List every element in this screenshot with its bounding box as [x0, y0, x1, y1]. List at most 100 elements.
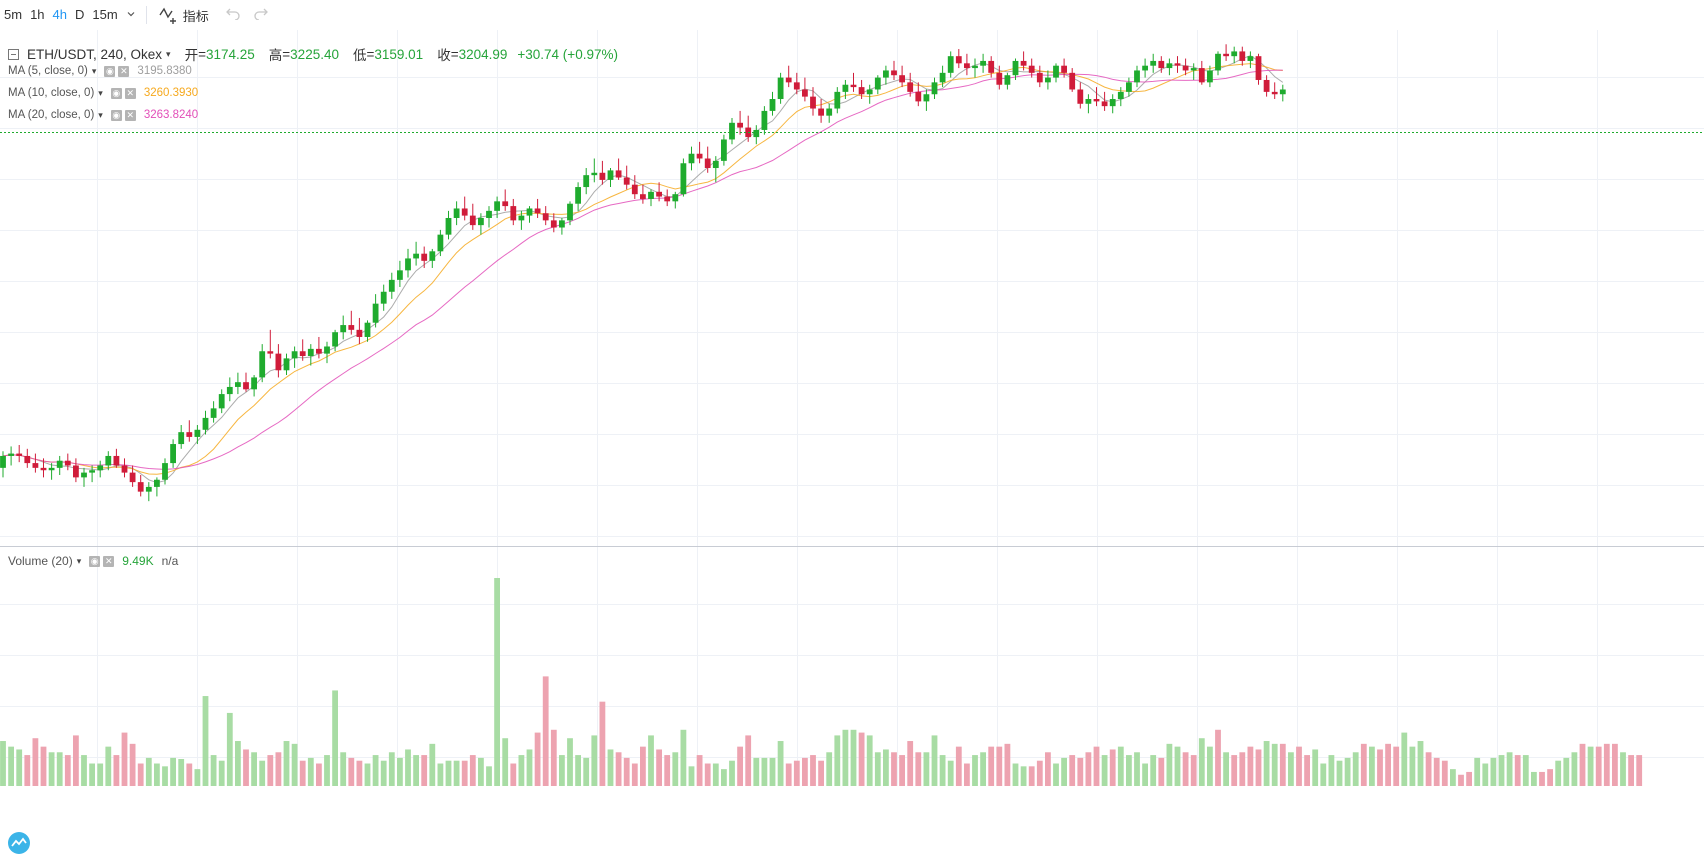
volume-bar	[24, 755, 31, 786]
interval-15m[interactable]: 15m	[92, 7, 118, 22]
candle-body	[737, 122, 743, 128]
indicators-button[interactable]: 指标	[153, 6, 215, 25]
candle-body	[599, 172, 606, 180]
volume-bar	[453, 760, 460, 786]
volume-bar	[1336, 760, 1343, 786]
symbol-label[interactable]: ETH/USDT, 240, Okex	[27, 46, 163, 62]
candle-body	[40, 467, 47, 471]
ma10-label[interactable]: MA (10, close, 0)	[8, 87, 95, 99]
volume-bar	[1352, 752, 1359, 786]
candle-body	[251, 377, 257, 390]
chevron-down-icon[interactable]: ▾	[98, 87, 103, 98]
ma5-label[interactable]: MA (5, close, 0)	[8, 65, 88, 77]
volume-bar	[915, 752, 922, 786]
volume-bar	[162, 766, 168, 786]
volume-bar	[591, 735, 598, 786]
redo-icon[interactable]	[253, 6, 269, 24]
volume-bar	[753, 757, 760, 786]
interval-d[interactable]: D	[75, 7, 85, 22]
candle-body	[1053, 65, 1059, 78]
volume-bar	[1433, 757, 1440, 786]
candle-body	[1166, 63, 1173, 69]
visibility-icon[interactable]: ◉	[110, 87, 122, 99]
candle-body	[1004, 75, 1011, 85]
candle-body	[721, 139, 727, 161]
candle-body	[1239, 51, 1246, 61]
interval-4h[interactable]: 4h	[52, 7, 67, 22]
close-icon[interactable]: ✕	[124, 87, 136, 99]
chevron-down-icon[interactable]: ▾	[91, 65, 97, 76]
candle-body	[526, 208, 533, 216]
low-label: 低	[352, 48, 367, 63]
volume-bar	[1093, 746, 1100, 786]
candle-body	[1182, 65, 1189, 71]
chevron-down-icon[interactable]: ▾	[166, 48, 171, 59]
volume-bar	[1369, 746, 1375, 786]
volume-bar	[461, 760, 468, 786]
candle-body	[688, 153, 695, 164]
close-icon[interactable]: ✕	[118, 65, 130, 77]
chevron-down-icon[interactable]: ▾	[76, 555, 82, 566]
candle-body	[267, 351, 274, 354]
volume-bar	[1482, 763, 1489, 786]
volume-na: n/a	[161, 554, 179, 568]
volume-label[interactable]: Volume (20)	[8, 554, 73, 568]
volume-bar	[445, 760, 452, 786]
candle-body	[1061, 65, 1067, 73]
tradingview-logo-icon[interactable]	[8, 832, 30, 854]
candle-body	[1150, 60, 1157, 66]
interval-5m[interactable]: 5m	[4, 7, 23, 22]
candle-body	[73, 465, 79, 478]
volume-bar	[1547, 769, 1553, 786]
candle-body	[324, 346, 330, 354]
price-chart[interactable]	[0, 30, 1704, 858]
close-icon[interactable]: ✕	[124, 109, 136, 121]
volume-bar	[810, 755, 816, 786]
volume-bar	[1441, 760, 1448, 786]
volume-bar	[469, 755, 476, 786]
candle-body	[170, 444, 176, 464]
candle-body	[502, 201, 509, 207]
collapse-legend-icon[interactable]	[8, 48, 19, 60]
chevron-down-icon[interactable]: ▾	[98, 109, 103, 120]
interval-dropdown-chevron-icon[interactable]	[122, 1, 140, 29]
candle-body	[1126, 82, 1132, 92]
volume-bar	[1028, 766, 1035, 786]
volume-bar	[267, 755, 274, 786]
ma20-label[interactable]: MA (20, close, 0)	[8, 109, 95, 121]
volume-bar	[648, 735, 654, 786]
volume-bar	[923, 752, 930, 786]
candle-body	[81, 472, 87, 478]
volume-bar	[64, 755, 71, 786]
volume-bar	[32, 738, 39, 786]
candle-body	[121, 465, 128, 473]
volume-bar	[1239, 752, 1246, 786]
candle-body	[1174, 63, 1181, 66]
volume-bar	[550, 729, 557, 786]
close-icon[interactable]: ✕	[103, 555, 115, 567]
candle-body	[194, 429, 201, 437]
volume-bar	[737, 746, 743, 786]
volume-bar	[89, 763, 95, 786]
volume-bar	[324, 755, 330, 786]
undo-icon[interactable]	[225, 6, 241, 24]
interval-1h[interactable]: 1h	[30, 7, 45, 22]
visibility-icon[interactable]: ◉	[110, 109, 122, 121]
candle-body	[186, 432, 193, 437]
volume-bar	[348, 757, 355, 786]
volume-bar	[1109, 749, 1116, 786]
open-value: 3174.25	[205, 46, 255, 62]
candle-body	[1231, 51, 1238, 57]
visibility-icon[interactable]: ◉	[89, 555, 101, 567]
candle-body	[988, 60, 995, 73]
change-value: +30.74 (+0.97%)	[517, 46, 618, 62]
candle-body	[8, 453, 14, 456]
volume-bar	[907, 741, 914, 786]
candle-body	[316, 348, 322, 354]
candle-body	[494, 201, 500, 211]
candle-body	[1101, 101, 1108, 107]
volume-bar	[583, 757, 590, 786]
visibility-icon[interactable]: ◉	[104, 65, 116, 77]
candle-body	[453, 208, 460, 218]
candle-body	[1142, 65, 1148, 71]
